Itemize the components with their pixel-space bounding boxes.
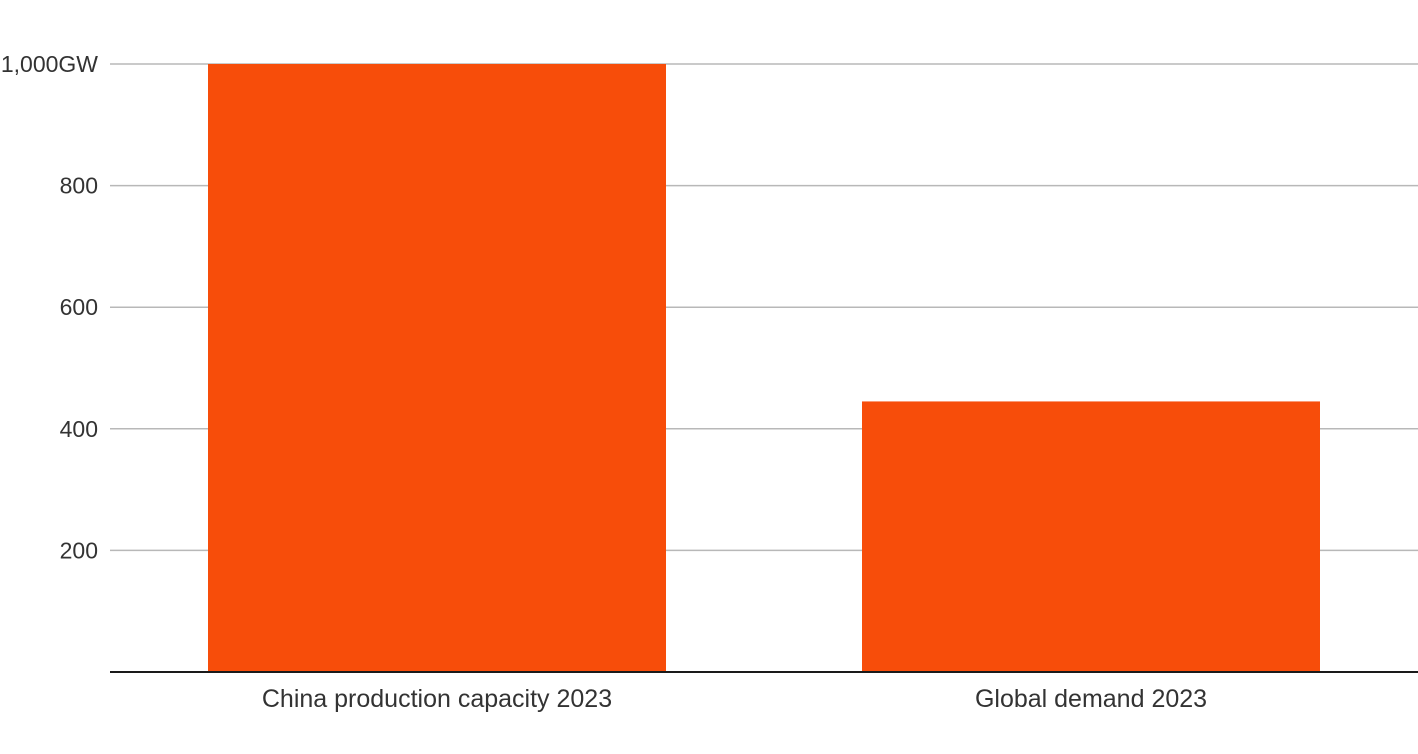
y-tick-label-800: 800	[60, 173, 98, 199]
x-category-label: China production capacity 2023	[262, 685, 612, 713]
y-tick-label-400: 400	[60, 416, 98, 442]
bar-global-demand	[862, 401, 1320, 672]
axes: 200 400 600 800 1,000GW China production capa…	[1, 51, 1418, 713]
y-tick-label-600: 600	[60, 294, 98, 320]
bars	[208, 64, 1320, 672]
bar-china-production-capacity	[208, 64, 666, 672]
y-tick-label-200: 200	[60, 537, 98, 563]
x-category-label: Global demand 2023	[975, 685, 1207, 713]
y-tick-label-1000: 1,000GW	[1, 51, 98, 77]
